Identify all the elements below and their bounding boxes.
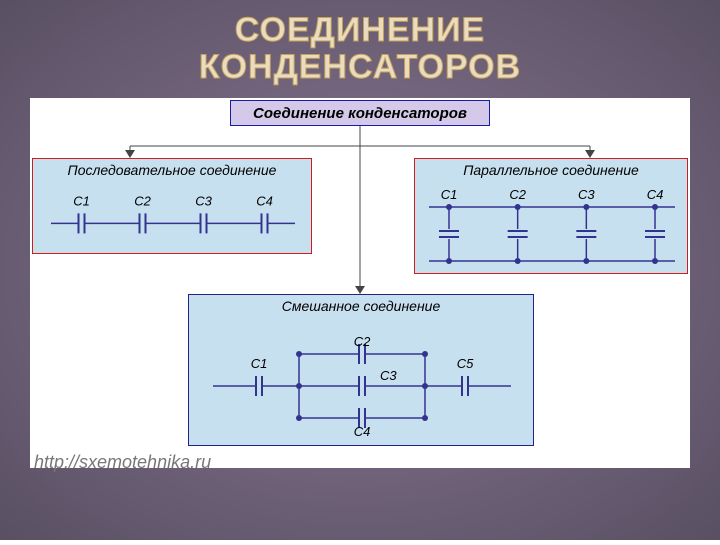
root-box-label: Соединение конденсаторов: [253, 105, 467, 122]
root-box: Соединение конденсаторов: [230, 100, 490, 126]
parallel-panel: Параллельное соединение C1 C2 C3 C4: [414, 158, 688, 274]
svg-text:C1: C1: [73, 193, 90, 208]
page-title: СОЕДИНЕНИЕ КОНДЕНСАТОРОВ: [0, 0, 720, 87]
svg-text:C4: C4: [256, 193, 273, 208]
svg-text:C1: C1: [251, 356, 268, 371]
svg-text:C3: C3: [578, 187, 595, 202]
parallel-title: Параллельное соединение: [415, 159, 687, 179]
svg-text:C5: C5: [457, 356, 474, 371]
title-line-2: КОНДЕНСАТОРОВ: [199, 48, 521, 86]
series-circuit: C1 C2 C3 C4: [33, 179, 313, 253]
watermark: http://sxemotehnika.ru: [34, 452, 211, 473]
series-panel: Последовательное соединение C1 C2 C3 C4: [32, 158, 312, 254]
mixed-panel: Смешанное соединение C1 C5 C3 C2 C4: [188, 294, 534, 446]
svg-text:C2: C2: [509, 187, 526, 202]
mixed-circuit: C1 C5 C3 C2 C4: [189, 315, 535, 445]
parallel-circuit: C1 C2 C3 C4: [415, 179, 689, 273]
svg-text:C4: C4: [354, 424, 371, 439]
svg-text:C2: C2: [354, 334, 371, 349]
watermark-text: http://sxemotehnika.ru: [34, 452, 211, 472]
svg-text:C3: C3: [195, 193, 212, 208]
title-line-1: СОЕДИНЕНИЕ: [235, 11, 485, 49]
svg-text:C2: C2: [134, 193, 151, 208]
svg-text:C3: C3: [380, 368, 397, 383]
diagram-area: Соединение конденсаторов Последовательно…: [30, 98, 690, 468]
mixed-title: Смешанное соединение: [189, 295, 533, 315]
svg-text:C1: C1: [441, 187, 458, 202]
svg-text:C4: C4: [647, 187, 664, 202]
series-title: Последовательное соединение: [33, 159, 311, 179]
